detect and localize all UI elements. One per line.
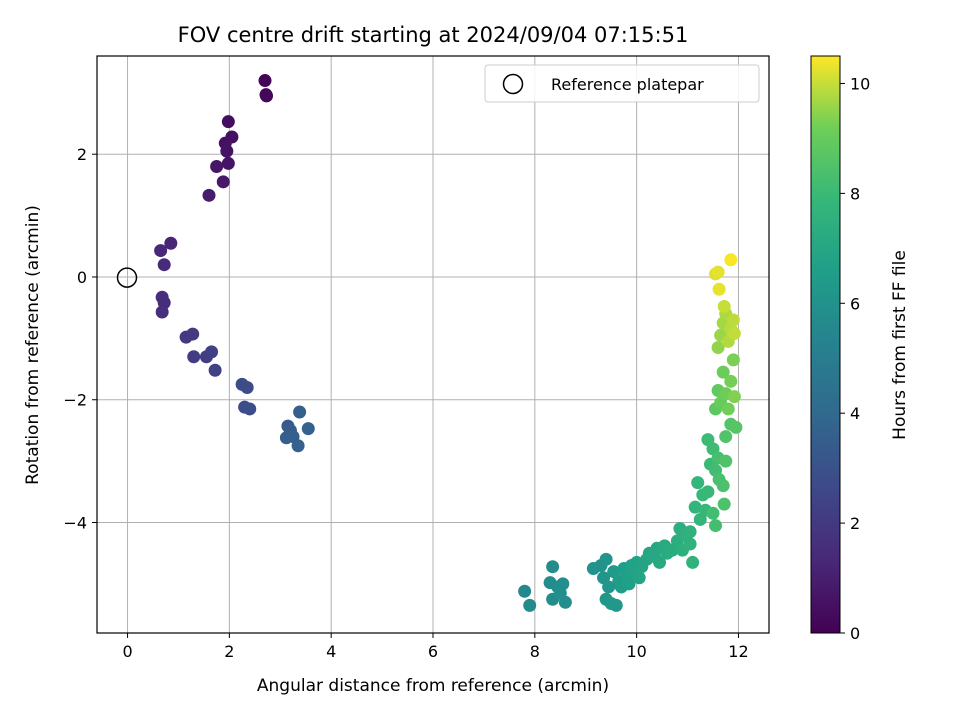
scatter-point bbox=[688, 500, 702, 514]
scatter-point bbox=[719, 430, 733, 444]
scatter-point bbox=[683, 525, 697, 539]
scatter-point bbox=[701, 485, 715, 499]
y-axis-ticks: −4 −2 0 2 bbox=[63, 145, 97, 533]
scatter-point bbox=[711, 265, 725, 279]
colorbar-label: Hours from first FF file bbox=[890, 250, 910, 440]
scatter-point bbox=[553, 586, 567, 600]
colorbar-tick-label: 8 bbox=[850, 184, 860, 203]
scatter-point bbox=[240, 380, 254, 394]
scatter-point bbox=[154, 244, 168, 258]
x-tick-label: 12 bbox=[728, 642, 748, 661]
scatter-point bbox=[711, 341, 725, 355]
x-axis-label: Angular distance from reference (arcmin) bbox=[257, 676, 609, 696]
x-axis-ticks: 0 2 4 6 8 10 12 bbox=[122, 633, 749, 661]
x-tick-label: 10 bbox=[626, 642, 646, 661]
y-tick-label: −2 bbox=[63, 391, 87, 410]
scatter-point bbox=[546, 560, 560, 574]
x-tick-label: 0 bbox=[122, 642, 132, 661]
scatter-point bbox=[609, 598, 623, 612]
scatter-point bbox=[727, 390, 741, 404]
x-tick-label: 2 bbox=[224, 642, 234, 661]
scatter-point bbox=[719, 454, 733, 468]
scatter-point bbox=[706, 506, 720, 520]
scatter-point bbox=[291, 439, 305, 453]
scatter-point bbox=[210, 159, 224, 173]
scatter-point bbox=[727, 326, 741, 340]
scatter-point bbox=[632, 571, 646, 585]
scatter-point bbox=[712, 282, 726, 296]
scatter-point bbox=[186, 327, 200, 341]
scatter-point bbox=[205, 345, 219, 359]
scatter-point bbox=[691, 476, 705, 490]
colorbar-tick-label: 10 bbox=[850, 74, 870, 93]
scatter-point bbox=[220, 144, 234, 158]
scatter-point bbox=[622, 577, 636, 591]
colorbar-gradient bbox=[810, 55, 841, 634]
colorbar: 0 2 4 6 8 10 Hours from first FF file bbox=[810, 55, 910, 643]
scatter-point bbox=[724, 374, 738, 388]
scatter-point bbox=[523, 598, 537, 612]
scatter-point bbox=[717, 497, 731, 511]
scatter-point bbox=[726, 353, 740, 367]
x-tick-label: 4 bbox=[326, 642, 336, 661]
y-axis-label: Rotation from reference (arcmin) bbox=[23, 205, 43, 485]
scatter-point bbox=[726, 313, 740, 327]
y-tick-label: 2 bbox=[77, 145, 87, 164]
scatter-point bbox=[653, 555, 667, 569]
scatter-point bbox=[717, 299, 731, 313]
y-tick-label: −4 bbox=[63, 514, 87, 533]
data-points bbox=[154, 74, 743, 612]
scatter-point bbox=[518, 584, 532, 598]
x-tick-label: 6 bbox=[428, 642, 438, 661]
reference-point-marker bbox=[116, 267, 138, 288]
colorbar-tick-label: 0 bbox=[850, 624, 860, 643]
scatter-point bbox=[599, 552, 613, 566]
scatter-point bbox=[208, 363, 222, 377]
scatter-point bbox=[721, 402, 735, 416]
legend-marker-icon bbox=[502, 73, 524, 95]
scatter-point bbox=[164, 236, 178, 250]
scatter-point bbox=[221, 156, 235, 170]
scatter-point bbox=[221, 115, 235, 129]
scatter-point bbox=[216, 175, 230, 189]
scatter-point bbox=[602, 580, 616, 594]
scatter-point bbox=[260, 89, 274, 103]
legend: Reference platepar bbox=[484, 64, 760, 103]
scatter-point bbox=[293, 405, 307, 419]
scatter-point bbox=[301, 422, 315, 436]
scatter-point bbox=[155, 305, 169, 319]
scatter-point bbox=[709, 519, 723, 533]
colorbar-tick-label: 2 bbox=[850, 514, 860, 533]
scatter-point bbox=[202, 188, 216, 202]
colorbar-tick-label: 6 bbox=[850, 294, 860, 313]
scatter-point bbox=[258, 74, 272, 88]
scatter-point bbox=[716, 479, 730, 493]
chart-title: FOV centre drift starting at 2024/09/04 … bbox=[178, 23, 689, 47]
legend-label: Reference platepar bbox=[551, 75, 704, 94]
scatter-point bbox=[187, 350, 201, 364]
scatter-point bbox=[243, 402, 257, 416]
scatter-point bbox=[729, 420, 743, 434]
scatter-point bbox=[157, 258, 171, 272]
colorbar-ticks: 0 2 4 6 8 10 bbox=[840, 74, 870, 643]
x-tick-label: 8 bbox=[530, 642, 540, 661]
scatter-point bbox=[724, 253, 738, 267]
colorbar-tick-label: 4 bbox=[850, 404, 860, 423]
scatter-point bbox=[683, 537, 697, 551]
legend-box bbox=[484, 64, 760, 103]
scatter-point bbox=[716, 365, 730, 379]
scatter-point bbox=[686, 555, 700, 569]
y-tick-label: 0 bbox=[77, 268, 87, 287]
